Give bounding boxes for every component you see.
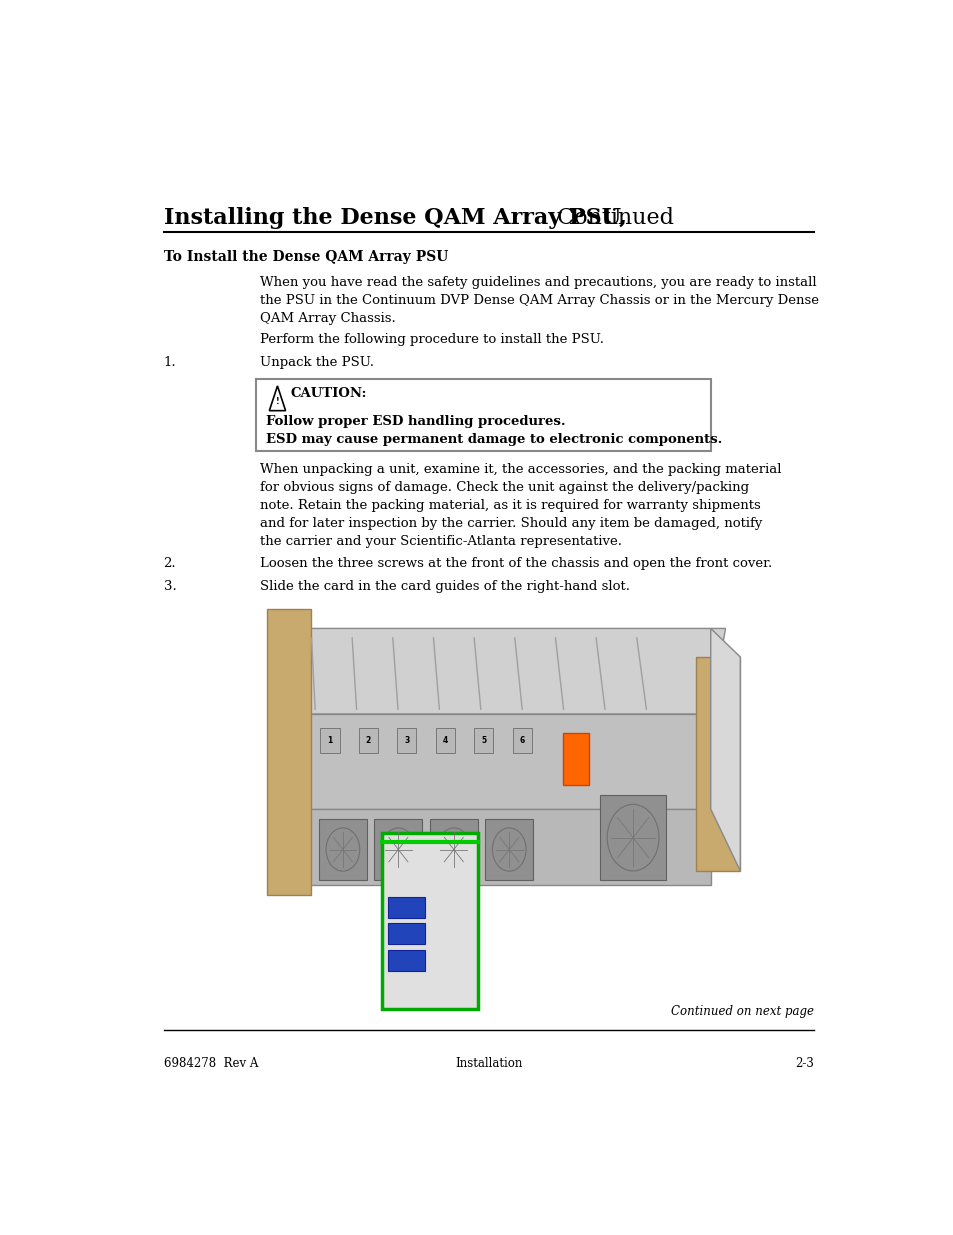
FancyBboxPatch shape — [429, 819, 477, 881]
Text: Unpack the PSU.: Unpack the PSU. — [259, 356, 374, 368]
FancyBboxPatch shape — [387, 924, 424, 944]
Text: Continued on next page: Continued on next page — [671, 1005, 813, 1019]
Text: 1: 1 — [327, 736, 333, 745]
Text: To Install the Dense QAM Array PSU: To Install the Dense QAM Array PSU — [164, 249, 448, 264]
FancyBboxPatch shape — [485, 819, 533, 881]
FancyBboxPatch shape — [255, 379, 710, 451]
Polygon shape — [710, 629, 740, 871]
Polygon shape — [304, 714, 710, 809]
Text: CAUTION:: CAUTION: — [290, 387, 366, 400]
Text: 1.: 1. — [164, 356, 176, 368]
Text: 2.: 2. — [164, 557, 176, 571]
Text: Loosen the three screws at the front of the chassis and open the front cover.: Loosen the three screws at the front of … — [259, 557, 771, 571]
Text: 6: 6 — [519, 736, 524, 745]
Polygon shape — [696, 657, 740, 871]
FancyBboxPatch shape — [387, 950, 424, 971]
FancyBboxPatch shape — [396, 729, 416, 753]
FancyBboxPatch shape — [381, 832, 477, 1009]
Text: 2: 2 — [365, 736, 371, 745]
FancyBboxPatch shape — [562, 734, 588, 785]
FancyBboxPatch shape — [374, 819, 422, 881]
Text: 2-3: 2-3 — [795, 1056, 813, 1070]
FancyBboxPatch shape — [387, 897, 424, 918]
Text: Continued: Continued — [550, 207, 674, 230]
Text: 3: 3 — [404, 736, 409, 745]
FancyBboxPatch shape — [474, 729, 493, 753]
Text: Installation: Installation — [455, 1056, 522, 1070]
Text: ESD may cause permanent damage to electronic components.: ESD may cause permanent damage to electr… — [266, 433, 722, 447]
FancyBboxPatch shape — [358, 729, 377, 753]
FancyBboxPatch shape — [320, 729, 339, 753]
Text: 4: 4 — [442, 736, 448, 745]
Text: Perform the following procedure to install the PSU.: Perform the following procedure to insta… — [259, 332, 603, 346]
Text: When unpacking a unit, examine it, the accessories, and the packing material
for: When unpacking a unit, examine it, the a… — [259, 463, 781, 548]
FancyBboxPatch shape — [512, 729, 531, 753]
Text: Slide the card in the card guides of the right-hand slot.: Slide the card in the card guides of the… — [259, 580, 629, 593]
Polygon shape — [289, 629, 724, 714]
Text: When you have read the safety guidelines and precautions, you are ready to insta: When you have read the safety guidelines… — [259, 275, 818, 325]
Text: !: ! — [275, 396, 279, 405]
Text: 5: 5 — [480, 736, 486, 745]
Polygon shape — [267, 609, 311, 894]
Text: 3.: 3. — [164, 580, 176, 593]
Polygon shape — [304, 809, 710, 885]
Text: 6984278  Rev A: 6984278 Rev A — [164, 1056, 257, 1070]
FancyBboxPatch shape — [599, 795, 665, 881]
FancyBboxPatch shape — [436, 729, 455, 753]
Text: Installing the Dense QAM Array PSU,: Installing the Dense QAM Array PSU, — [164, 207, 626, 230]
FancyBboxPatch shape — [318, 819, 367, 881]
Text: Follow proper ESD handling procedures.: Follow proper ESD handling procedures. — [266, 415, 565, 429]
